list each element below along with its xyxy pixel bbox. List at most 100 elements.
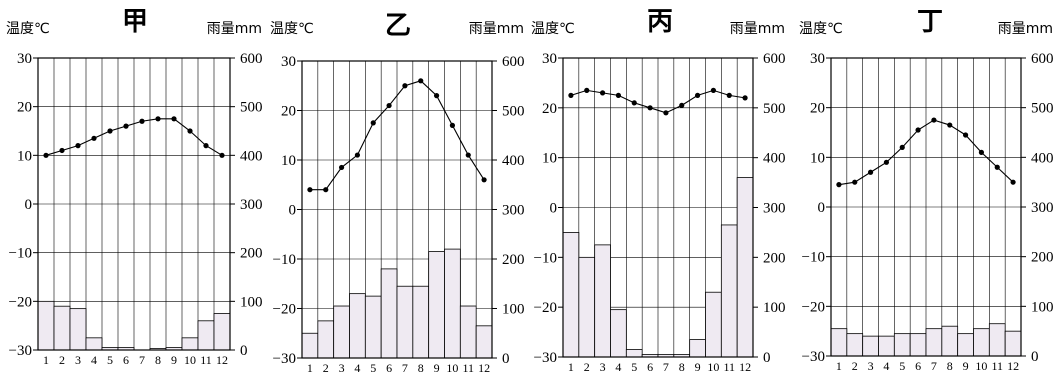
chart-1-temp-point: [171, 116, 177, 122]
chart-1-temp-point: [219, 152, 225, 158]
chart-3-temp-point: [599, 90, 606, 96]
chart-2-precip-bar: [396, 285, 414, 359]
chart-4-precip-tick-label: 300: [1031, 200, 1054, 216]
chart-3-precip-tick-label: 100: [763, 300, 786, 316]
chart-2-temp-tick-label: −30: [273, 351, 296, 367]
chart-4-title: 丁: [917, 7, 943, 37]
chart-2-temp-point: [338, 164, 345, 171]
chart-2-temp-line: [309, 80, 485, 191]
chart-4-x-tick-label: 6: [915, 359, 921, 373]
chart-2-temp-tick-label: −10: [273, 252, 296, 268]
chart-3-precip-bar: [689, 339, 706, 358]
chart-1-title: 甲: [122, 7, 148, 37]
chart-4-x-tick-label: 11: [991, 359, 1003, 373]
chart-4-precip-bar: [957, 333, 974, 357]
chart-4-temp-tick-label: 10: [810, 150, 825, 166]
chart-4-temp-point: [883, 159, 890, 165]
chart-3-temp-tick-label: 10: [542, 151, 557, 167]
chart-4-temp-point: [852, 179, 858, 185]
chart-1-precip-tick-label: 200: [240, 246, 263, 262]
chart-3-precip-tick-label: 200: [763, 250, 786, 266]
chart-3-temp-point: [663, 110, 669, 116]
chart-4-precip-tick-label: 500: [1031, 101, 1054, 117]
chart-3-precip-bar: [610, 309, 627, 358]
chart-4-temp-point: [962, 132, 969, 138]
chart-1-precip-bar: [85, 337, 103, 351]
chart-1-temp-tick-label: 10: [17, 148, 32, 164]
chart-4-precip-bar: [862, 335, 879, 357]
chart-1-frame: [37, 57, 231, 351]
chart-4-precip-bar: [846, 333, 864, 357]
chart-2-temp-point: [354, 152, 361, 158]
chart-4-temp-tick-label: 20: [810, 101, 825, 117]
chart-1-temp-line: [45, 118, 223, 156]
chart-3-precip-bar: [578, 256, 596, 358]
chart-1-x-tick-label: 10: [184, 353, 196, 367]
chart-4-temp-tick-label: 0: [818, 200, 826, 216]
chart-4-temp-point: [931, 117, 937, 123]
chart-4-temp-point: [899, 144, 905, 150]
chart-3-precip-tick-label: 300: [763, 201, 786, 217]
chart-2-precip-tick-label: 500: [502, 104, 525, 120]
chart-4-temp-point: [994, 164, 1000, 170]
chart-1-precip-bar: [197, 320, 215, 351]
chart-3-temp-point: [742, 95, 748, 101]
chart-4-precip-bar: [988, 323, 1006, 357]
chart-2-precip-tick-label: 100: [502, 302, 525, 318]
chart-2-precip-axis-label: 雨量mm: [469, 21, 524, 37]
chart-4-x-tick-label: 1: [836, 359, 842, 373]
chart-4-temp-tick-label: −20: [802, 299, 825, 315]
chart-2-precip-tick-label: 400: [502, 153, 525, 169]
chart-3-temp-axis-label: 温度℃: [531, 21, 575, 37]
chart-2-temp-point: [323, 187, 329, 193]
chart-4-x-tick-label: 4: [883, 359, 889, 373]
chart-3-precip-bar: [720, 224, 738, 358]
chart-4-precip-bar: [878, 335, 895, 357]
chart-1-temp-tick-label: −30: [9, 343, 32, 359]
chart-4-x-tick-label: 7: [931, 359, 937, 373]
chart-4-temp-axis-label: 温度℃: [799, 21, 843, 37]
chart-2-precip-bar: [317, 320, 335, 359]
chart-3-temp-point: [694, 92, 701, 98]
chart-3-title: 丙: [647, 7, 673, 37]
chart-3-x-tick-label: 2: [584, 360, 590, 374]
chart-3-x-tick-label: 4: [615, 360, 621, 374]
chart-1-x-tick-label: 8: [155, 353, 161, 367]
chart-4-x-tick-label: 8: [947, 359, 953, 373]
chart-3-precip-bar: [562, 232, 580, 358]
chart-3-x-tick-label: 6: [647, 360, 653, 374]
chart-2-x-tick-label: 2: [323, 361, 329, 374]
chart-4-x-tick-label: 12: [1007, 359, 1019, 373]
chart-1-temp-point: [59, 147, 65, 154]
chart-2-temp-tick-label: 30: [281, 54, 296, 70]
chart-4-precip-tick-label: 400: [1031, 150, 1054, 166]
chart-3-temp-tick-label: −30: [534, 350, 557, 366]
chart-2-precip-tick-label: 600: [502, 54, 525, 70]
chart-4-precip-bar: [830, 328, 848, 357]
chart-1-precip-tick-label: 100: [240, 294, 263, 310]
chart-1-temp-tick-label: 20: [17, 100, 32, 116]
chart-3-temp-tick-label: 20: [542, 101, 557, 117]
chart-2-temp-point: [449, 122, 456, 128]
chart-2-x-tick-label: 1: [307, 361, 313, 374]
chart-2-x-tick-label: 6: [386, 361, 392, 374]
chart-3-x-tick-label: 3: [600, 360, 606, 374]
chart-4-temp-point: [1010, 179, 1016, 185]
chart-1-x-tick-label: 5: [107, 353, 113, 367]
chart-1-precip-bar: [181, 337, 199, 351]
chart-3-temp-line: [570, 89, 746, 114]
chart-3-temp-point: [615, 92, 622, 98]
chart-4-temp-tick-label: 30: [810, 51, 825, 67]
chart-2-x-tick-label: 11: [462, 361, 474, 374]
chart-4-x-tick-label: 3: [868, 359, 874, 373]
chart-3-x-tick-label: 11: [723, 360, 735, 374]
chart-4-x-tick-label: 5: [899, 359, 905, 373]
chart-2-x-tick-label: 8: [418, 361, 424, 374]
chart-3-x-tick-label: 9: [695, 360, 701, 374]
chart-3-precip-tick-label: 400: [763, 151, 786, 167]
chart-2-temp-point: [418, 78, 424, 84]
chart-2-temp-point: [370, 120, 376, 126]
chart-2-precip-bar: [459, 305, 477, 359]
chart-1-x-tick-label: 3: [75, 353, 81, 367]
chart-1-x-tick-label: 4: [91, 353, 97, 367]
